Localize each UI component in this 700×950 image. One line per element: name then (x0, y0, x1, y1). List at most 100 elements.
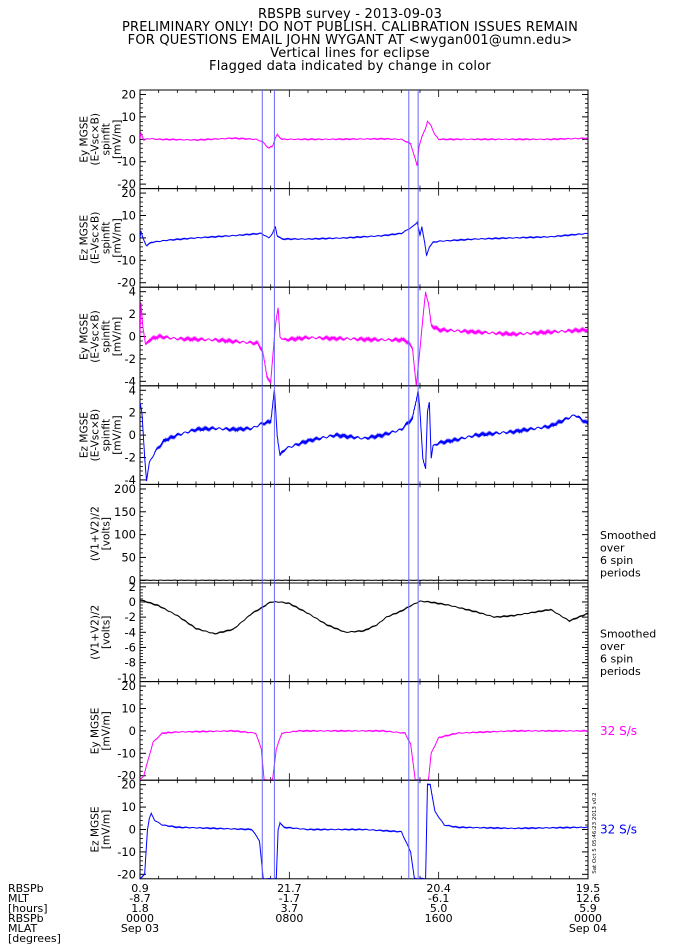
side-label: periods (600, 665, 641, 678)
y-tick-label: -2 (125, 352, 136, 366)
y-axis-label-line: spinfit (101, 222, 113, 254)
y-axis-label-line: (E-Vsc×B) (90, 409, 102, 461)
y-tick-label: 2 (129, 580, 136, 594)
y-tick-label: 4 (129, 383, 136, 397)
y-tick-label: 2 (129, 406, 136, 420)
bottom-tick-value: 3.7 (281, 902, 299, 915)
side-label: Smoothed (600, 628, 656, 641)
y-axis-label-line: Ez MGSE (79, 215, 91, 261)
y-axis-label: Ey MGSE (E-Vsc×B) spinfit [mV/m] (79, 310, 124, 362)
y-axis-label-line: (V1+V2)/2 (90, 605, 102, 660)
y-axis-label-line: spinfit (101, 320, 113, 352)
y-tick-label: 0 (129, 595, 136, 609)
y-tick-label: 20 (121, 87, 136, 101)
series-line (140, 729, 588, 781)
bottom-tick-value: 1.8 (131, 902, 149, 915)
y-tick-label: -2 (125, 610, 136, 624)
y-axis-label-line: [mV/m] (112, 317, 124, 356)
bottom-row-label: MLAT (8, 922, 38, 935)
series-line (140, 782, 588, 879)
y-tick-label: 100 (114, 528, 136, 542)
y-axis-label-line: (V1+V2)/2 (90, 506, 102, 561)
y-axis-label-line: Ez MGSE (90, 807, 102, 853)
title-line-5: Flagged data indicated by change in colo… (209, 59, 491, 74)
bottom-tick-value: -6.1 (428, 892, 449, 905)
bottom-row-label: [degrees] (8, 932, 61, 945)
figure-title-block: RBSPB survey - 2013-09-03 PRELIMINARY ON… (0, 8, 700, 73)
bottom-row-label: [hours] (8, 902, 48, 915)
y-axis-label-line: (E-Vsc×B) (90, 212, 102, 264)
side-label: 32 S/s (600, 724, 637, 738)
y-tick-label: 20 (121, 679, 136, 693)
y-tick-label: -4 (125, 625, 136, 639)
series-line (140, 291, 588, 386)
y-tick-label: 150 (114, 505, 136, 519)
y-tick-label: 20 (121, 186, 136, 200)
y-tick-label: -2 (125, 451, 136, 465)
y-axis-label-line: [mV/m] (101, 810, 113, 849)
y-tick-label: -20 (117, 867, 136, 881)
y-tick-label: -10 (117, 253, 136, 267)
bottom-tick-value: 5.0 (430, 902, 448, 915)
y-tick-label: -6 (125, 640, 136, 654)
y-axis-label-line: Ey MGSE (79, 116, 91, 163)
series-line (140, 220, 588, 257)
panel-frame (139, 483, 589, 584)
y-axis-label: (V1+V2)/2 [volts] (90, 506, 113, 561)
title-line-1: RBSPB survey - 2013-09-03 (257, 7, 443, 22)
bottom-tick-value: 0000 (126, 912, 154, 925)
y-tick-label: 10 (121, 208, 136, 222)
y-tick-label: 10 (121, 110, 136, 124)
y-tick-label: -20 (117, 276, 136, 290)
y-tick-label: 0 (129, 132, 136, 146)
y-tick-label: 50 (121, 550, 136, 564)
y-tick-label: 0 (129, 231, 136, 245)
y-axis-label: Ey MGSE (E-Vsc×B) spinfit [mV/m] (79, 113, 124, 165)
y-axis-label-line: spinfit (101, 419, 113, 451)
y-axis-label-line: Ey MGSE (79, 313, 91, 360)
panel-frame (139, 582, 589, 683)
bottom-tick-value: 0.9 (131, 882, 149, 895)
y-tick-label: 10 (121, 800, 136, 814)
y-tick-label: -10 (117, 845, 136, 859)
y-axis-label-line: spinfit (101, 123, 113, 155)
side-label: 32 S/s (600, 823, 637, 837)
side-label: Smoothed (600, 529, 656, 542)
side-label: 6 spin (600, 554, 633, 567)
y-tick-label: -20 (117, 769, 136, 783)
bottom-tick-value: 5.9 (579, 902, 597, 915)
bottom-tick-value: -8.7 (129, 892, 150, 905)
y-axis-label-line: [volts] (101, 616, 113, 649)
y-tick-label: 0 (129, 573, 136, 587)
y-axis-label-line: (E-Vsc×B) (90, 113, 102, 165)
y-axis-label: Ez MGSE [mV/m] (90, 807, 113, 853)
side-label: over (600, 542, 625, 555)
y-tick-label: 0 (129, 330, 136, 344)
y-tick-label: 20 (121, 778, 136, 792)
series-line (140, 389, 588, 482)
side-label: over (600, 640, 625, 653)
title-line-3: FOR QUESTIONS EMAIL JOHN WYGANT AT <wyga… (127, 33, 573, 48)
y-axis-label-line: (E-Vsc×B) (90, 310, 102, 362)
side-label: periods (600, 567, 641, 580)
y-axis-label-line: [mV/m] (112, 120, 124, 159)
bottom-tick-value: 21.7 (277, 882, 302, 895)
y-axis-label: Ez MGSE (E-Vsc×B) spinfit [mV/m] (79, 212, 124, 264)
side-label: 6 spin (600, 653, 633, 666)
bottom-tick-value: Sep 03 (121, 922, 159, 935)
y-axis-label-line: [mV/m] (101, 711, 113, 750)
bottom-tick-value: 0800 (275, 912, 303, 925)
y-axis-label-line: [volts] (101, 517, 113, 550)
y-tick-label: 0 (129, 428, 136, 442)
bottom-tick-value: -1.7 (279, 892, 300, 905)
title-line-4: Vertical lines for eclipse (270, 46, 430, 61)
y-tick-label: -4 (125, 473, 136, 487)
bottom-tick-value: 1600 (425, 912, 453, 925)
bottom-row-label: RBSPb (8, 912, 44, 925)
y-axis-label: Ey MGSE [mV/m] (90, 708, 113, 755)
bottom-tick-value: 0000 (574, 912, 602, 925)
y-tick-label: 0 (129, 823, 136, 837)
series-line (140, 599, 588, 635)
